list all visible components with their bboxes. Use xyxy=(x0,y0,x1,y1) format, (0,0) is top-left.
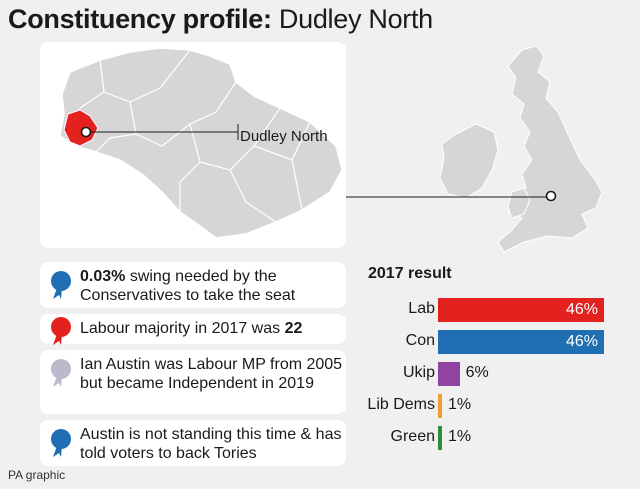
fact-austin-text: Austin is not standing this time & has t… xyxy=(80,426,342,462)
title-bold: Constituency profile: xyxy=(8,4,272,34)
title-constituency: Dudley North xyxy=(271,4,433,34)
bar-row-lab: Lab 46% xyxy=(330,297,630,323)
blue-rosette-icon xyxy=(51,429,71,457)
ireland-shape xyxy=(439,123,499,199)
dudley-north-area xyxy=(63,109,99,147)
credit: PA graphic xyxy=(8,468,66,482)
fact-swing: 0.03% swing needed by the Conservatives … xyxy=(40,262,346,308)
rosette-disc xyxy=(51,271,71,291)
bar-row-green: Green 1% xyxy=(330,425,630,451)
wales-shape xyxy=(507,187,531,219)
bar xyxy=(438,362,460,386)
bar-row-ukip: Ukip 6% xyxy=(330,361,630,387)
bar xyxy=(438,426,442,450)
category-label: Green xyxy=(390,428,435,445)
fact-incumbent-text: Ian Austin was Labour MP from 2005 but b… xyxy=(80,356,343,392)
value-label: 6% xyxy=(465,364,489,381)
local-map-panel xyxy=(40,42,346,248)
great-britain-shape xyxy=(497,45,603,253)
fact-majority-desc: Labour majority in 2017 was xyxy=(80,320,285,337)
ward-boundaries xyxy=(75,49,311,223)
fact-majority: Labour majority in 2017 was 22 xyxy=(40,314,346,345)
value-label: 1% xyxy=(448,428,472,445)
page-title: Constituency profile: Dudley North xyxy=(8,2,433,36)
value-label: 46% xyxy=(565,333,598,350)
value-label: 1% xyxy=(448,396,472,413)
uk-location-marker xyxy=(545,190,557,202)
uk-map-panel xyxy=(412,42,636,264)
chart-title: 2017 result xyxy=(368,265,452,282)
uk-map xyxy=(439,45,603,253)
bar-row-lib-dems: Lib Dems 1% xyxy=(330,393,630,419)
category-label: Ukip xyxy=(402,364,435,381)
connector-line xyxy=(346,196,547,198)
fact-austin: Austin is not standing this time & has t… xyxy=(40,420,346,466)
fact-majority-text: Labour majority in 2017 was 22 xyxy=(80,319,302,338)
bar-row-con: Con 46% xyxy=(330,329,630,355)
bar: 46% xyxy=(438,298,604,322)
fact-majority-figure: 22 xyxy=(284,320,303,337)
value-label: 46% xyxy=(565,301,598,318)
fact-incumbent: Ian Austin was Labour MP from 2005 but b… xyxy=(40,350,346,414)
fact-swing-desc: swing needed by the Conservatives to tak… xyxy=(80,268,296,304)
fact-swing-figure: 0.03% xyxy=(80,268,126,285)
red-rosette-icon xyxy=(51,317,71,345)
bar xyxy=(438,394,442,418)
fact-swing-text: 0.03% swing needed by the Conservatives … xyxy=(80,267,346,305)
dudley-north-marker xyxy=(80,126,92,138)
local-map xyxy=(59,47,343,239)
category-label: Lib Dems xyxy=(367,396,435,413)
grey-rosette-icon xyxy=(51,359,71,387)
blue-rosette-icon xyxy=(51,271,71,299)
category-label: Lab xyxy=(408,300,435,317)
bar: 46% xyxy=(438,330,604,354)
category-label: Con xyxy=(405,332,435,349)
constituency-callout-label: Dudley North xyxy=(240,128,328,145)
